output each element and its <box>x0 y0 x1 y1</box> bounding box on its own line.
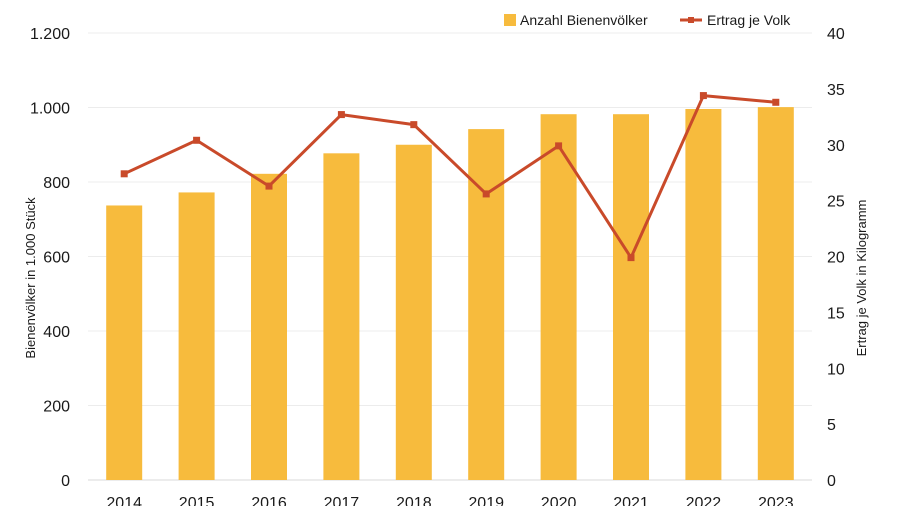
bar <box>178 192 215 480</box>
line-point <box>772 98 780 106</box>
line-series <box>120 92 780 262</box>
line-point <box>265 182 273 190</box>
y-tick-label: 1.000 <box>30 101 70 118</box>
y2-tick-label: 35 <box>827 82 845 99</box>
x-tick-label: 2014 <box>106 495 142 506</box>
bar <box>395 144 432 480</box>
y2-tick-label: 10 <box>827 361 845 378</box>
y2-tick-label: 25 <box>827 194 845 211</box>
bar <box>613 114 649 480</box>
x-tick-label: 2019 <box>468 495 504 506</box>
y2-tick-label: 15 <box>827 305 845 322</box>
x-tick-label: 2021 <box>613 495 649 506</box>
x-tick-label: 2020 <box>541 495 577 506</box>
bars <box>106 107 794 481</box>
y-tick-label: 1.200 <box>30 26 70 43</box>
bar <box>757 107 794 480</box>
line-point <box>627 254 635 262</box>
line-point <box>193 136 201 144</box>
y2-tick-label: 40 <box>827 26 845 43</box>
y-tick-label: 200 <box>43 399 70 416</box>
right-axis-ticks: 0 5 10 15 20 25 30 35 40 <box>827 26 845 490</box>
line-point <box>482 190 490 198</box>
x-tick-label: 2017 <box>324 495 360 506</box>
y-tick-label: 600 <box>43 250 70 267</box>
line-point <box>120 170 128 178</box>
line-point <box>555 142 563 150</box>
line-point <box>410 121 418 129</box>
x-tick-label: 2018 <box>396 495 432 506</box>
bar <box>106 205 143 480</box>
y2-tick-label: 20 <box>827 250 845 267</box>
legend-line-marker <box>688 17 694 23</box>
bar <box>251 173 287 480</box>
legend-bar-swatch <box>504 14 516 26</box>
left-axis-ticks: 0 200 400 600 800 1.000 1.200 <box>30 26 70 490</box>
x-tick-label: 2022 <box>686 495 722 506</box>
y-axis-title: Bienenvölker in 1.000 Stück <box>23 197 38 359</box>
bar <box>323 153 360 480</box>
y-tick-label: 0 <box>61 473 70 490</box>
line-point <box>699 92 707 100</box>
x-axis-ticks: 2014 2015 2016 2017 2018 2019 2020 2021 2022 2023 <box>106 495 793 506</box>
y-tick-label: 800 <box>43 175 70 192</box>
line-point <box>337 111 345 119</box>
y2-tick-label: 0 <box>827 473 836 490</box>
y2-tick-label: 30 <box>827 138 845 155</box>
x-tick-label: 2016 <box>251 495 287 506</box>
line-series-path <box>123 94 776 260</box>
legend-bar-label: Anzahl Bienenvölker <box>520 12 648 28</box>
x-tick-label: 2015 <box>179 495 215 506</box>
bar <box>540 114 577 480</box>
bar <box>685 108 722 481</box>
x-tick-label: 2023 <box>758 495 794 506</box>
legend-line-label: Ertrag je Volk <box>707 12 791 28</box>
y2-axis-title: Ertrag je Volk in Kilogramm <box>854 200 869 357</box>
legend: Anzahl Bienenvölker Ertrag je Volk <box>504 12 791 28</box>
y2-tick-label: 5 <box>827 417 836 434</box>
y-tick-label: 400 <box>43 324 70 341</box>
